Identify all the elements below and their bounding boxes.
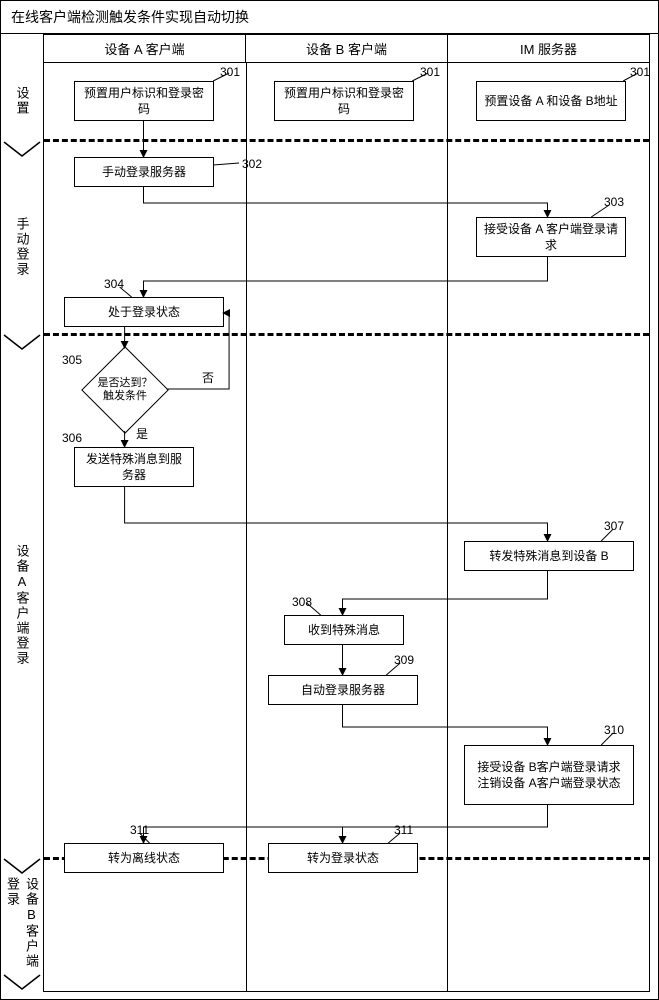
phase-setup: 设置 — [1, 62, 43, 140]
page-title: 在线客户端检测触发条件实现自动切换 — [11, 9, 249, 25]
box-accept-a-login: 接受设备 A 客户端登录请求 — [476, 217, 626, 257]
phase-device-b-login: 设备B客户端登录 — [1, 877, 43, 973]
ref-305: 305 — [62, 353, 82, 367]
decision-line2: 触发条件 — [103, 390, 147, 403]
phase-column: 设置 手动登录 设备A客户端登录 设备B客户端登录 — [1, 34, 43, 1000]
lane-header-c: IM 服务器 — [448, 35, 649, 62]
ref-311: 311 — [394, 823, 413, 837]
ref-302: 302 — [242, 157, 262, 171]
ref-301: 301 — [420, 65, 440, 79]
ref-310: 310 — [604, 723, 624, 737]
ref-303: 303 — [604, 195, 624, 209]
box-preset-a: 预置用户标识和登录密码 — [74, 81, 214, 121]
box-text: 收到特殊消息 — [308, 622, 380, 638]
lane-label: 设备 A 客户端 — [104, 39, 184, 58]
ref-301: 301 — [220, 65, 240, 79]
diamond-text: 是否达到？ 触发条件 — [94, 359, 156, 421]
box-text: 转发特殊消息到设备 B — [489, 548, 608, 564]
box-text: 手动登录服务器 — [102, 164, 186, 180]
page: 在线客户端检测触发条件实现自动切换 设置 手动登录 设备A客户端登录 设备B客户… — [0, 0, 659, 1000]
content: 设置 手动登录 设备A客户端登录 设备B客户端登录 设备 A 客户端 设备 B … — [1, 34, 658, 1000]
box-text: 接受设备 B客户端登录请求 注销设备 A客户端登录状态 — [471, 759, 627, 791]
ref-311: 311 — [130, 823, 149, 837]
lane-label: 设备 B 客户端 — [306, 39, 387, 58]
box-text: 预置设备 A 和设备 B地址 — [484, 93, 617, 109]
box-offline: 转为离线状态 — [64, 843, 224, 873]
chevron-icon — [1, 333, 43, 353]
ref-304: 304 — [104, 277, 124, 291]
phase-separator — [44, 139, 649, 142]
ref-308: 308 — [292, 595, 312, 609]
phase-label: 设备A客户端登录 — [13, 544, 32, 666]
ref-306: 306 — [62, 431, 82, 445]
decision-trigger: 是否达到？ 触发条件 — [94, 359, 156, 421]
phase-label: 设置 — [13, 86, 32, 116]
box-text: 转为离线状态 — [108, 850, 180, 866]
decision-line1: 是否达到？ — [98, 377, 153, 390]
box-text: 自动登录服务器 — [301, 682, 385, 698]
box-receive-special: 收到特殊消息 — [284, 615, 404, 645]
chevron-icon — [1, 140, 43, 160]
edge-yes: 是 — [136, 425, 148, 442]
phase-label: 设备B客户端登录 — [3, 877, 41, 973]
lane-header-b: 设备 B 客户端 — [246, 35, 448, 62]
phase-separator — [44, 333, 649, 336]
box-preset-b: 预置用户标识和登录密码 — [274, 81, 414, 121]
box-text: 转为登录状态 — [307, 850, 379, 866]
ref-307: 307 — [604, 519, 624, 533]
phase-manual-login: 手动登录 — [1, 160, 43, 333]
box-send-special: 发送特殊消息到服务器 — [74, 447, 194, 487]
chevron-icon — [1, 973, 43, 993]
lane-headers: 设备 A 客户端 设备 B 客户端 IM 服务器 — [44, 35, 649, 63]
box-text: 接受设备 A 客户端登录请求 — [483, 221, 619, 253]
box-text: 处于登录状态 — [108, 304, 180, 320]
lane-header-a: 设备 A 客户端 — [44, 35, 246, 62]
box-forward-special: 转发特殊消息到设备 B — [464, 541, 634, 571]
box-auto-login: 自动登录服务器 — [268, 675, 418, 705]
lane-body: 预置用户标识和登录密码 301 预置用户标识和登录密码 301 预置设备 A 和… — [44, 63, 649, 991]
lane-divider — [246, 63, 247, 991]
box-preset-server: 预置设备 A 和设备 B地址 — [476, 81, 626, 121]
phase-label: 手动登录 — [13, 217, 32, 277]
phase-device-a-login: 设备A客户端登录 — [1, 353, 43, 857]
title-bar: 在线客户端检测触发条件实现自动切换 — [1, 1, 658, 34]
ref-309: 309 — [394, 653, 414, 667]
chevron-icon — [1, 857, 43, 877]
box-logged-in-b: 转为登录状态 — [268, 843, 418, 873]
box-text: 发送特殊消息到服务器 — [81, 451, 187, 483]
lane-label: IM 服务器 — [520, 39, 577, 58]
box-text: 预置用户标识和登录密码 — [81, 85, 207, 117]
lane-divider — [447, 63, 448, 991]
ref-301: 301 — [630, 65, 650, 79]
box-logged-in: 处于登录状态 — [64, 297, 224, 327]
box-accept-b-logout-a: 接受设备 B客户端登录请求 注销设备 A客户端登录状态 — [464, 745, 634, 805]
box-manual-login: 手动登录服务器 — [74, 157, 214, 187]
edge-no: 否 — [202, 369, 214, 386]
swimlanes: 设备 A 客户端 设备 B 客户端 IM 服务器 预置用户标识和登录密码 301… — [43, 34, 650, 992]
box-text: 预置用户标识和登录密码 — [281, 85, 407, 117]
